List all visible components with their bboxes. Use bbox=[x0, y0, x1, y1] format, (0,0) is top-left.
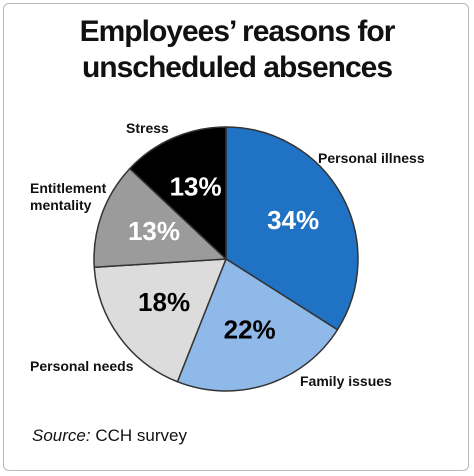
category-label: Personal needs bbox=[30, 358, 134, 374]
pie-slice bbox=[93, 167, 228, 269]
source-text: CCH survey bbox=[95, 426, 187, 445]
pie-slice bbox=[128, 126, 227, 261]
value-label: 18% bbox=[138, 287, 190, 317]
category-label: Entitlement mentality bbox=[30, 180, 107, 213]
source-label: Source: bbox=[32, 426, 91, 445]
source: Source: CCH survey bbox=[32, 426, 187, 446]
chart-title: Employees’ reasons for unscheduled absen… bbox=[79, 15, 396, 84]
category-label: Stress bbox=[126, 120, 169, 136]
value-label: 13% bbox=[170, 172, 222, 202]
value-label: 13% bbox=[128, 216, 180, 246]
value-label: 34% bbox=[267, 205, 319, 235]
category-label: Family issues bbox=[300, 373, 392, 389]
pie-slice bbox=[176, 257, 339, 392]
category-label: Personal illness bbox=[318, 150, 425, 166]
pie-slice bbox=[225, 126, 359, 331]
pie-slice bbox=[93, 258, 228, 383]
value-label: 22% bbox=[224, 315, 276, 345]
